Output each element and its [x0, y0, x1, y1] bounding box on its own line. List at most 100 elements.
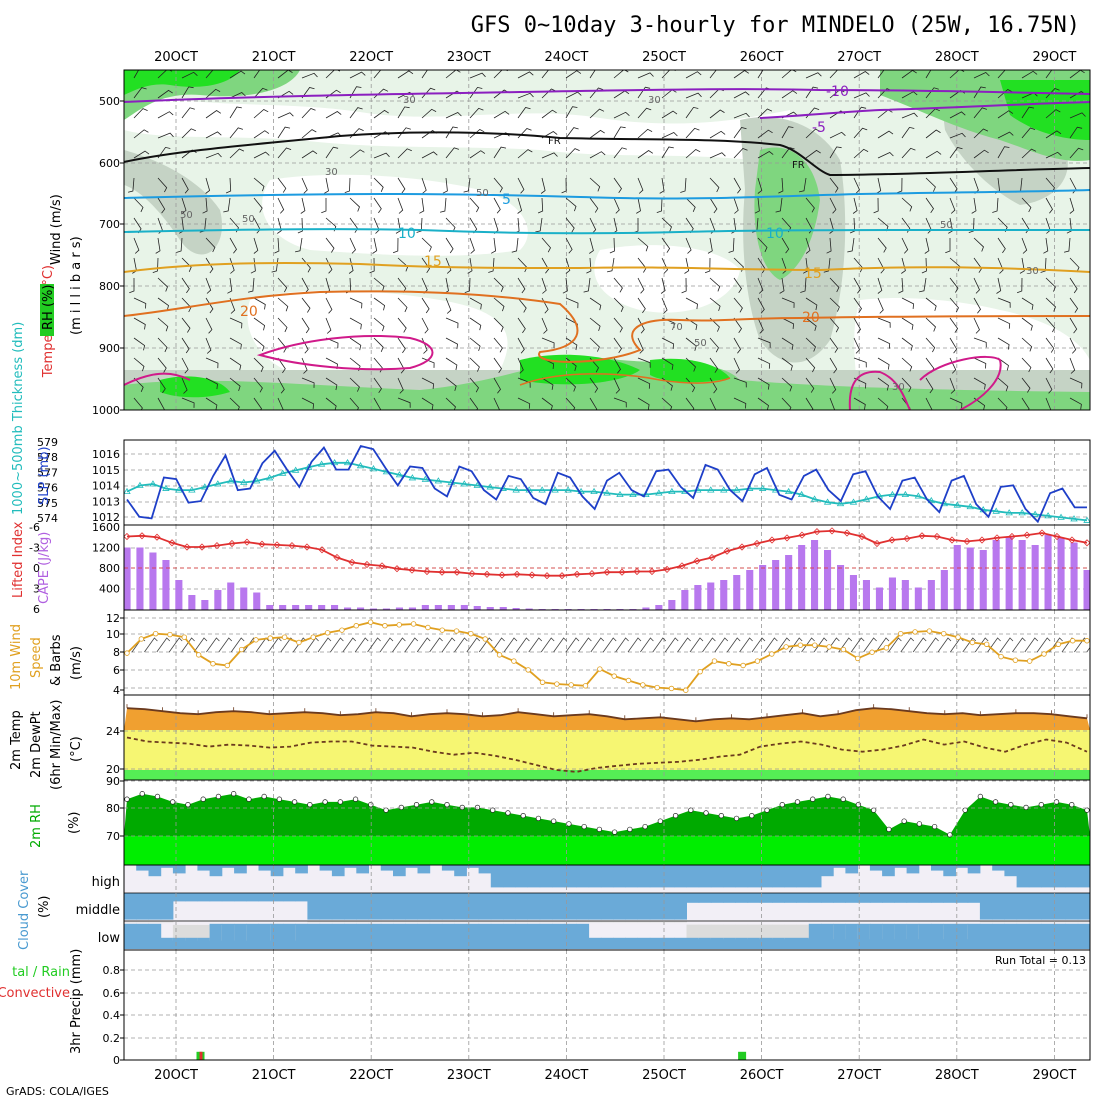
- thickness-line-point: [124, 487, 131, 495]
- cloud-bars: [124, 865, 1090, 949]
- upper-wind-barb: [876, 177, 882, 194]
- cloud-low-bar: [344, 923, 357, 949]
- upper-wind-barb: [925, 297, 937, 311]
- wind10m-speed-line-point: [539, 679, 546, 685]
- wind10m-speed-line-point: [296, 639, 302, 646]
- lifted-index-line-point: [438, 568, 446, 576]
- slp-y-axis: 579 578 577 576 575 574 1016 1015 1014 1013 1012: [37, 436, 120, 525]
- upper-wind-barb: [253, 397, 262, 410]
- upper-wind-barb: [565, 148, 580, 159]
- lifted-index-line-point: [783, 534, 791, 542]
- wind10m-barb: [702, 637, 716, 653]
- rh2m-point: [886, 826, 892, 833]
- cloud-low-bar: [894, 923, 908, 949]
- upper-wind-barb: [439, 197, 447, 213]
- thickness-line-point: [810, 495, 819, 502]
- upper-wind-barb: [685, 149, 701, 159]
- upper-wind-barb: [493, 110, 510, 119]
- upper-wind-barb: [661, 132, 678, 139]
- upper-wind-barb: [805, 237, 811, 254]
- upper-wind-barb: [949, 317, 959, 333]
- wind10m-speed-line-point: [1012, 657, 1019, 663]
- upper-wind-barb: [704, 257, 711, 274]
- thickness-line-point: [655, 489, 663, 496]
- upper-wind-barb: [637, 237, 649, 252]
- cloud-label-unit: (%): [37, 896, 52, 919]
- lifted-index-line-point: [768, 536, 776, 544]
- y-tick-label: 900: [99, 342, 120, 355]
- upper-wind-barb: [253, 317, 266, 331]
- upper-wind-barb: [493, 132, 510, 139]
- lifted-index-line-point: [963, 537, 971, 545]
- upper-wind-barb: [709, 217, 716, 234]
- cape-bar: [888, 577, 896, 610]
- cloud-middle-bar: [906, 893, 920, 903]
- upper-wind-barb: [205, 337, 212, 354]
- rh2m-point: [810, 796, 816, 802]
- slp-line: [126, 444, 1087, 524]
- wind10m-speed-line-point: [124, 650, 130, 656]
- lifted-index-line-point: [828, 527, 836, 535]
- lifted-index-line-point: [138, 532, 146, 540]
- lifted-index-line-point: [213, 542, 221, 550]
- cape-bar: [395, 607, 403, 610]
- cloud-low-bar: [564, 923, 577, 949]
- upper-wind-barb: [973, 72, 990, 79]
- cape-tick-label: 800: [99, 562, 120, 575]
- upper-wind-barb: [277, 317, 288, 333]
- upper-wind-barb: [805, 317, 817, 331]
- lifted-index-line-point: [423, 567, 431, 576]
- upper-wind-barb: [157, 377, 166, 394]
- lifted-index-line-point: [198, 543, 206, 551]
- y-tick-label: 90: [106, 775, 120, 788]
- y-tick-label: 20: [106, 763, 120, 776]
- lifted-index-line-point: [948, 536, 956, 544]
- upper-wind-barb: [205, 88, 221, 99]
- upper-wind-barb: [205, 397, 218, 410]
- cloud-middle-bar: [331, 893, 345, 920]
- contour-25-edge: [124, 372, 191, 386]
- cloud-middle-bar: [527, 893, 541, 920]
- cloud-middle-bar: [662, 893, 675, 920]
- upper-wind-barb: [1019, 257, 1025, 274]
- upper-wind-barb: [1045, 397, 1052, 410]
- wind10m-barb: [392, 637, 406, 653]
- rh2m-point: [307, 802, 313, 808]
- temp2m-line: [126, 707, 1088, 723]
- upper-wind-barb: [301, 150, 318, 159]
- upper-wind-barb: [757, 357, 771, 369]
- upper-wind-barb: [1021, 237, 1028, 254]
- thickness-line-point: [265, 474, 274, 481]
- upper-wind-barb: [805, 128, 821, 139]
- cape-bar: [408, 607, 416, 610]
- upper-wind-barb: [805, 197, 815, 213]
- lifted-index-line-point: [603, 568, 611, 576]
- cape-bar: [357, 607, 365, 610]
- upper-wind-barb: [565, 91, 582, 99]
- upper-wind-barb: [133, 237, 140, 254]
- cloud-high-bar: [576, 865, 590, 888]
- thickness-line-point: [590, 487, 598, 495]
- cloud-middle-gap: [429, 921, 443, 923]
- precip-label: 3hr Precip (mm): [69, 949, 84, 1054]
- upper-wind-barb: [469, 297, 482, 310]
- thickness-line-point: [992, 507, 1000, 514]
- upper-wind-barb: [973, 317, 980, 334]
- upper-wind-barb: [373, 70, 382, 79]
- wind10m-speed-line-point: [339, 627, 345, 633]
- upper-wind-barb: [181, 377, 188, 394]
- contour-15: [124, 261, 1090, 273]
- cloud-high-bar: [796, 865, 810, 888]
- upper-wind-barb: [205, 357, 219, 369]
- cloud-high-bar: [160, 865, 174, 868]
- upper-wind-barb: [157, 197, 166, 214]
- upper-wind-barb: [277, 277, 288, 293]
- cloud-middle-bar: [380, 893, 394, 920]
- upper-wind-barb: [656, 197, 663, 213]
- y-tick-label: 800: [99, 280, 120, 293]
- upper-wind-barb: [541, 257, 549, 274]
- upper-wind-barb: [757, 70, 764, 79]
- wind10m-barb: [230, 637, 245, 653]
- lifted-index-line-point: [303, 543, 311, 551]
- cloud-middle-bar: [723, 893, 736, 903]
